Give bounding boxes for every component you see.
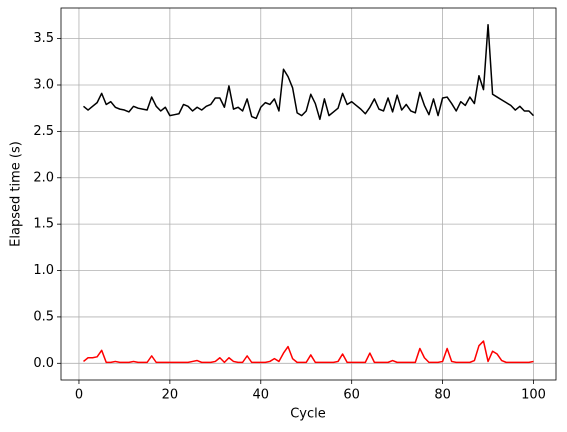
- x-tick-label: 60: [343, 388, 360, 403]
- y-tick-label: 0.0: [33, 356, 54, 371]
- series-line: [83, 340, 534, 364]
- y-tick-label: 2.5: [33, 124, 54, 139]
- y-tick-label: 0.5: [33, 309, 54, 324]
- x-tick-label: 80: [434, 388, 451, 403]
- x-tick-label: 100: [521, 388, 546, 403]
- x-axis-label: Cycle: [290, 407, 326, 422]
- x-tick-label: 0: [75, 388, 83, 403]
- x-tick-label: 40: [252, 388, 269, 403]
- x-tick-label: 20: [162, 388, 179, 403]
- y-tick-label: 1.0: [33, 263, 54, 278]
- y-tick-label: 1.5: [33, 217, 54, 232]
- y-tick-label: 3.5: [33, 31, 54, 46]
- y-tick-label: 3.0: [33, 77, 54, 92]
- y-axis-label: Elapsed time (s): [9, 141, 24, 247]
- y-tick-label: 2.0: [33, 170, 54, 185]
- plot-frame: [60, 7, 557, 381]
- series-line: [83, 23, 535, 121]
